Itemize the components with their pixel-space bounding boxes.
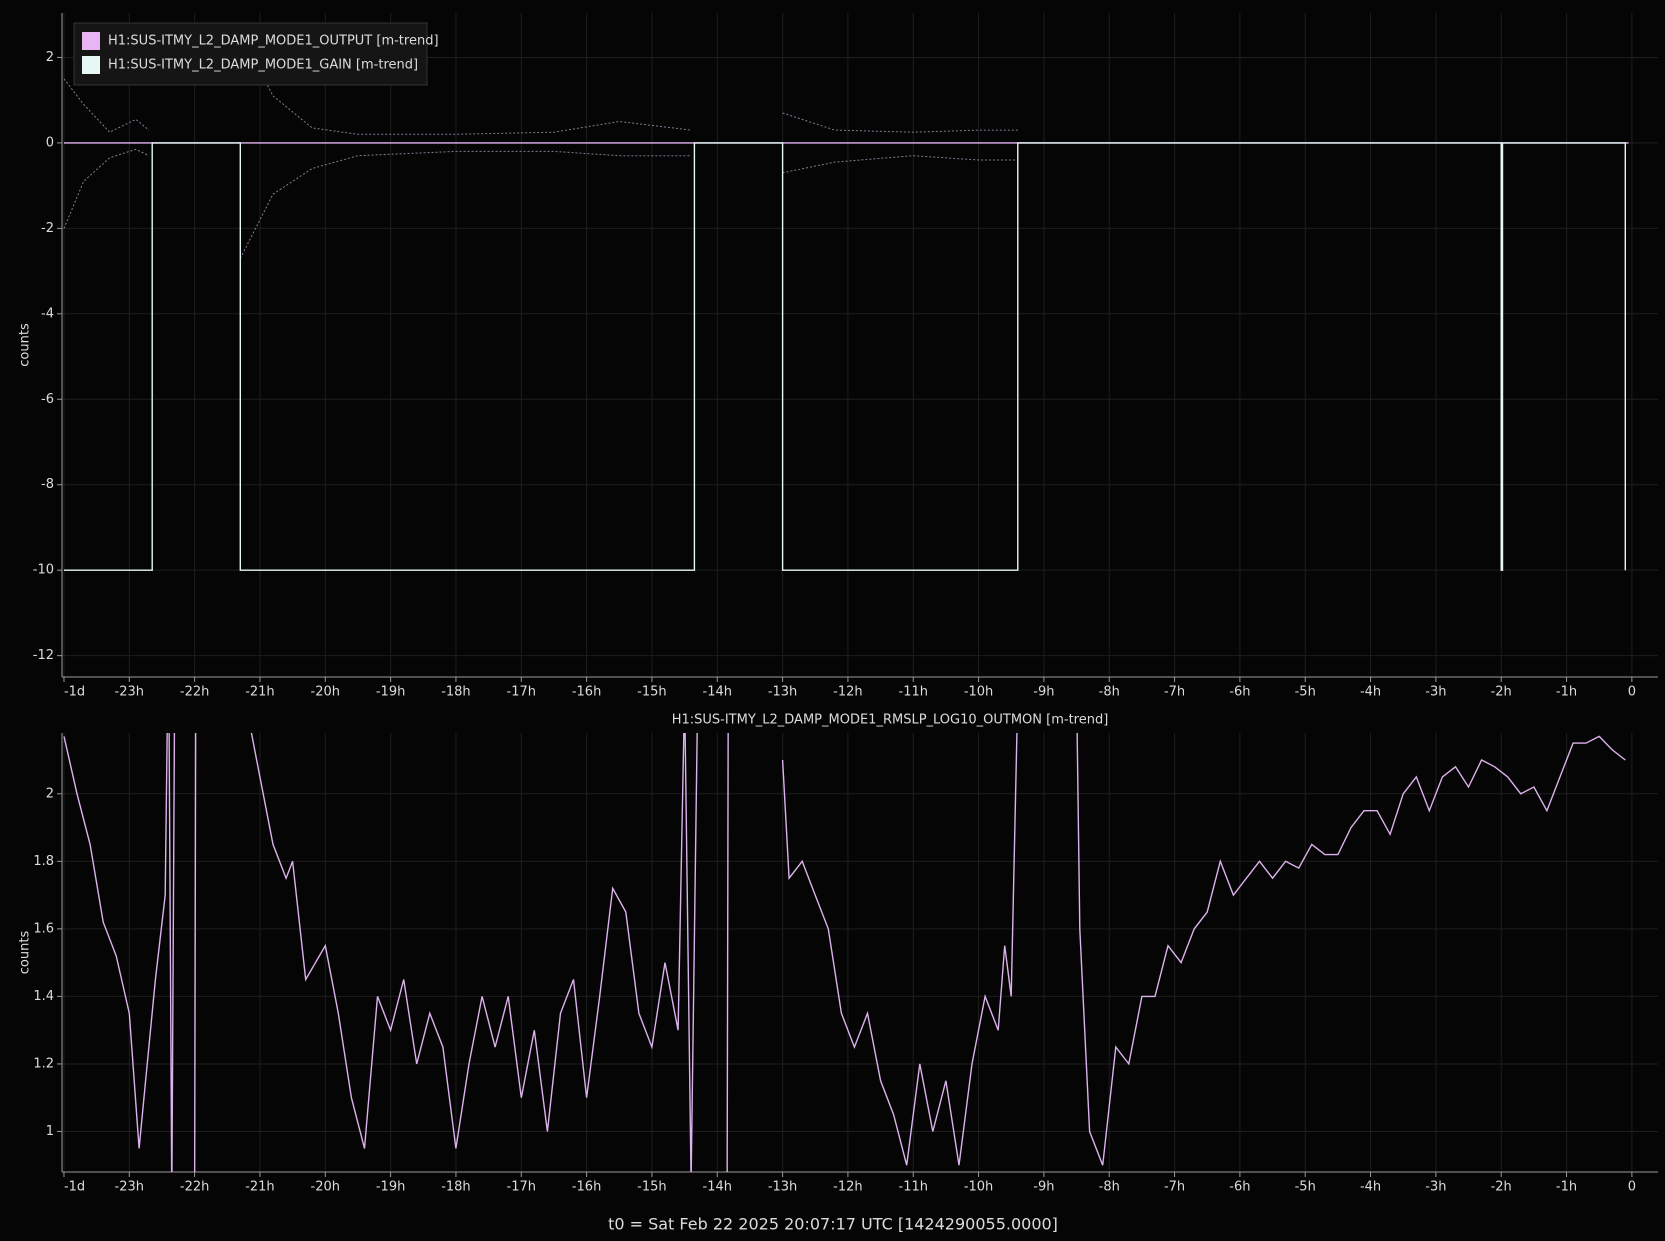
x-tick-label: -8h bbox=[1099, 1180, 1120, 1195]
x-tick-label: -12h bbox=[833, 1180, 862, 1195]
x-tick-label: -20h bbox=[311, 1180, 340, 1195]
x-tick-label: -3h bbox=[1425, 685, 1446, 700]
y-tick-label: 2 bbox=[46, 50, 54, 65]
legend-swatch bbox=[82, 56, 100, 74]
x-tick-label: -15h bbox=[637, 1180, 666, 1195]
traces bbox=[63, 31, 1629, 571]
x-tick-label: -1h bbox=[1556, 1180, 1577, 1195]
x-tick-label: -6h bbox=[1229, 685, 1250, 700]
plot-title: H1:SUS-ITMY_L2_DAMP_MODE1_RMSLP_LOG10_OU… bbox=[672, 713, 1109, 728]
legend: H1:SUS-ITMY_L2_DAMP_MODE1_OUTPUT [m-tren… bbox=[73, 22, 439, 86]
traces bbox=[63, 733, 1626, 1172]
x-tick-label: -8h bbox=[1099, 685, 1120, 700]
y-tick-label: 1.8 bbox=[33, 854, 54, 869]
x-tick-label: -10h bbox=[964, 685, 993, 700]
x-tick-label: -17h bbox=[507, 1180, 536, 1195]
y-tick-label: -12 bbox=[33, 648, 54, 663]
x-tick-label: -16h bbox=[572, 1180, 601, 1195]
x-tick-label: -10h bbox=[964, 1180, 993, 1195]
legend-label: H1:SUS-ITMY_L2_DAMP_MODE1_GAIN [m-trend] bbox=[108, 58, 418, 73]
plot: -1d -23h -22h -21h -20h -19h -18h -17h -16h -15h -… bbox=[18, 13, 1658, 700]
legend-label: H1:SUS-ITMY_L2_DAMP_MODE1_OUTPUT [m-tren… bbox=[108, 34, 439, 49]
x-tick-label: -13h bbox=[768, 1180, 797, 1195]
x-tick-label: -14h bbox=[703, 1180, 732, 1195]
x-tick-label: -21h bbox=[245, 1180, 274, 1195]
y-tick-label: 2 bbox=[46, 786, 54, 801]
x-tick-label: -16h bbox=[572, 685, 601, 700]
t0-label: t0 = Sat Feb 22 2025 20:07:17 UTC [14242… bbox=[608, 1215, 1058, 1234]
x-tick-label: -22h bbox=[180, 685, 209, 700]
x-tick-label: -11h bbox=[899, 685, 928, 700]
y-tick-label: 1.2 bbox=[33, 1056, 54, 1071]
legend-swatch bbox=[82, 32, 100, 50]
y-tick-label: -10 bbox=[33, 563, 54, 578]
plot: -1d -23h -22h -21h -20h -19h -18h -17h -16h -15h -… bbox=[18, 713, 1658, 1195]
y-tick-label: 1.4 bbox=[33, 989, 54, 1004]
y-axis-label: counts bbox=[18, 931, 33, 975]
x-tick-label: -1h bbox=[1556, 685, 1577, 700]
trace-line bbox=[63, 733, 1626, 1172]
trend-envelope bbox=[63, 148, 1018, 259]
x-tick-label: -6h bbox=[1229, 1180, 1250, 1195]
y-tick-label: 0 bbox=[46, 135, 54, 150]
y-axis-label: counts bbox=[18, 323, 33, 367]
y-tick-label: -8 bbox=[41, 477, 54, 492]
y-tick-label: 1.6 bbox=[33, 921, 54, 936]
x-tick-label: -12h bbox=[833, 685, 862, 700]
x-tick-label: -17h bbox=[507, 685, 536, 700]
x-tick-label: -11h bbox=[899, 1180, 928, 1195]
trace-line bbox=[64, 142, 1626, 571]
x-tick-label: -9h bbox=[1033, 1180, 1054, 1195]
x-tick-label: -7h bbox=[1164, 685, 1185, 700]
legend-box bbox=[73, 22, 428, 86]
x-tick-label: -19h bbox=[376, 1180, 405, 1195]
x-tick-label: -19h bbox=[376, 685, 405, 700]
x-tick-label: -23h bbox=[115, 685, 144, 700]
y-tick-label: -2 bbox=[41, 221, 54, 236]
y-tick-label: -6 bbox=[41, 392, 54, 407]
x-tick-label: -5h bbox=[1295, 685, 1316, 700]
x-tick-label: 0 bbox=[1628, 685, 1636, 700]
trend-envelope bbox=[63, 31, 1018, 135]
x-tick-label: -23h bbox=[115, 1180, 144, 1195]
x-tick-label: -2h bbox=[1491, 685, 1512, 700]
x-tick-label: -7h bbox=[1164, 1180, 1185, 1195]
x-tick-label: -1d bbox=[64, 685, 85, 700]
x-tick-label: -4h bbox=[1360, 1180, 1381, 1195]
x-tick-label: -20h bbox=[311, 685, 340, 700]
x-tick-label: -15h bbox=[637, 685, 666, 700]
x-tick-label: -13h bbox=[768, 685, 797, 700]
x-tick-label: -18h bbox=[441, 685, 470, 700]
x-tick-label: -3h bbox=[1425, 1180, 1446, 1195]
x-tick-label: -21h bbox=[245, 685, 274, 700]
x-tick-label: -14h bbox=[703, 685, 732, 700]
x-tick-label: -18h bbox=[441, 1180, 470, 1195]
x-tick-label: -9h bbox=[1033, 685, 1054, 700]
x-tick-label: -1d bbox=[64, 1180, 85, 1195]
y-tick-label: 1 bbox=[46, 1124, 54, 1139]
x-tick-label: -2h bbox=[1491, 1180, 1512, 1195]
x-tick-label: -5h bbox=[1295, 1180, 1316, 1195]
x-tick-label: -22h bbox=[180, 1180, 209, 1195]
x-tick-label: -4h bbox=[1360, 685, 1381, 700]
x-tick-label: 0 bbox=[1628, 1180, 1636, 1195]
y-tick-label: -4 bbox=[41, 306, 54, 321]
